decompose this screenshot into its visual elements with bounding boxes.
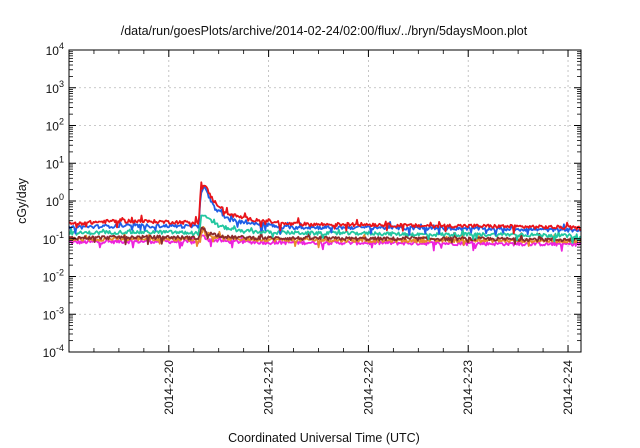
series-line: [69, 234, 582, 252]
y-tick-label: 10-4: [43, 343, 64, 360]
y-tick-label: 102: [46, 117, 64, 134]
y-tick-label: 104: [46, 41, 64, 58]
y-tick-label: 10-3: [43, 305, 64, 322]
series-line: [68, 226, 582, 246]
series-line: [68, 186, 582, 236]
x-tick-label: 2014-2-22: [361, 360, 375, 415]
y-axis-label: cGy/day: [15, 177, 29, 224]
x-tick-label: 2014-2-21: [262, 360, 276, 415]
x-tick-labels: 2014-2-20 2014-2-21 2014-2-22 2014-2-23 2014…: [162, 360, 575, 415]
y-tick-label: 100: [46, 192, 64, 209]
tick-marks: [69, 49, 581, 353]
series-line: [68, 181, 581, 235]
x-tick-label: 2014-2-23: [461, 360, 475, 415]
series-group: [68, 181, 582, 252]
series-line: [68, 214, 582, 244]
x-tick-label: 2014-2-20: [162, 360, 176, 415]
y-tick-label: 103: [46, 79, 64, 96]
y-tick-label: 101: [46, 154, 64, 171]
y-tick-label: 10-2: [43, 268, 64, 285]
chart-title: /data/run/goesPlots/archive/2014-02-24/0…: [121, 24, 528, 38]
y-tick-labels: 10-4 10-3 10-2 10-1 100 101 102 103 104: [43, 41, 64, 360]
x-tick-label: 2014-2-24: [561, 360, 575, 415]
x-axis-label: Coordinated Universal Time (UTC): [228, 431, 420, 445]
grid-lines: [69, 50, 581, 352]
y-tick-label: 10-1: [43, 230, 64, 247]
